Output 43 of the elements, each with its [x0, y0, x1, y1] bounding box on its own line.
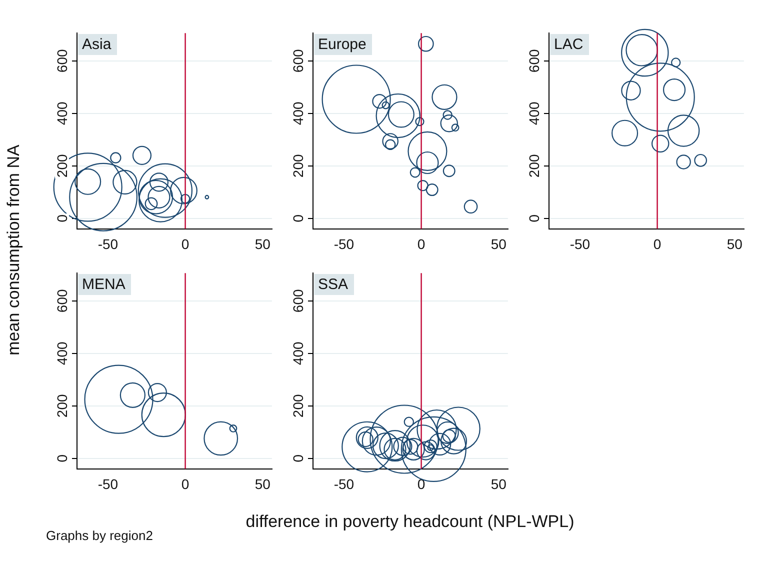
y-tick-label: 400	[526, 102, 542, 126]
text: Graphs by region2	[46, 528, 153, 543]
y-tick-label: 200	[526, 154, 542, 178]
y-tick-label: 200	[290, 394, 306, 418]
y-tick-label: 0	[290, 454, 306, 462]
x-tick-label: -50	[98, 476, 118, 492]
y-tick-label: 400	[290, 342, 306, 366]
y-tick-label: 600	[290, 49, 306, 73]
y-tick-label: 400	[290, 102, 306, 126]
x-tick-label: 50	[490, 476, 507, 492]
y-tick-label: 600	[290, 289, 306, 313]
x-tick-label: -50	[334, 476, 354, 492]
y-tick-label: 600	[54, 289, 70, 313]
chart-title: Asia	[78, 34, 118, 56]
x-tick-label: -50	[334, 236, 354, 252]
chart-title: MENA	[78, 274, 132, 296]
y-tick-label: 400	[54, 102, 70, 126]
x-tick-label: 50	[254, 236, 271, 252]
y-tick-label: 0	[526, 214, 542, 222]
y-tick-label: 600	[54, 49, 70, 73]
x-axis-title: difference in poverty headcount (NPL-WPL)	[246, 512, 574, 532]
x-tick-label: 0	[417, 236, 426, 252]
chart-title: Europe	[314, 34, 372, 56]
y-tick-label: 0	[54, 214, 70, 222]
x-tick-label: 0	[181, 236, 190, 252]
y-tick-label: 400	[54, 342, 70, 366]
chart-title: SSA	[314, 274, 354, 296]
y-tick-label: 0	[290, 214, 306, 222]
x-tick-label: 50	[726, 236, 743, 252]
x-tick-label: -50	[570, 236, 590, 252]
x-tick-label: 0	[653, 236, 662, 252]
chart-title: LAC	[550, 34, 590, 56]
x-tick-label: 0	[181, 476, 190, 492]
y-tick-label: 600	[526, 49, 542, 73]
x-tick-label: -50	[98, 236, 118, 252]
y-tick-label: 200	[54, 394, 70, 418]
x-tick-label: 50	[490, 236, 507, 252]
y-tick-label: 200	[54, 154, 70, 178]
x-tick-label: 50	[254, 476, 271, 492]
y-tick-label: 0	[54, 454, 70, 462]
y-axis-title: mean consumption from NA	[4, 144, 24, 356]
y-tick-label: 200	[290, 154, 306, 178]
x-tick-label: 0	[417, 476, 426, 492]
